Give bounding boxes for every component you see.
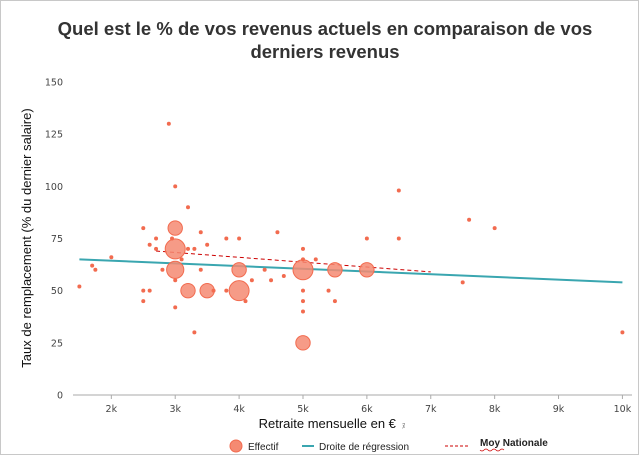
x-axis-label-suffix: ﾇ [402, 422, 406, 430]
x-tick-label: 6k [361, 404, 373, 415]
data-point [160, 267, 165, 272]
data-point [292, 259, 314, 281]
data-point [198, 230, 203, 235]
y-tick-label: 75 [51, 234, 63, 245]
data-point [359, 262, 375, 278]
legend-label-moy-nationale: Moy Nationale [480, 438, 548, 449]
chart-title-line1: Quel est le % de vos revenus actuels en … [58, 18, 593, 39]
y-tick-label: 100 [45, 182, 63, 193]
data-point [173, 305, 178, 310]
data-point [396, 188, 401, 193]
data-point [141, 226, 146, 231]
spellcheck-squiggle-icon [479, 448, 505, 452]
data-point [192, 246, 197, 251]
data-point [166, 121, 171, 126]
data-point [313, 257, 318, 262]
data-point [300, 299, 305, 304]
x-axis-ticks: 2k 3k 4k 5k 6k 7k 8k 9k 10k [106, 395, 632, 415]
x-tick-label: 7k [425, 404, 437, 415]
data-points [77, 121, 625, 351]
data-point [166, 260, 185, 279]
data-point [147, 242, 152, 247]
data-point [224, 236, 229, 241]
x-axis-label: Retraite mensuelle en € ﾇ [259, 416, 406, 431]
data-point [243, 299, 248, 304]
y-tick-label: 0 [57, 391, 63, 402]
x-tick-label: 8k [489, 404, 501, 415]
data-point [170, 236, 175, 241]
legend-label-effectif: Effectif [248, 442, 279, 453]
x-tick-label: 5k [297, 404, 309, 415]
y-axis-label: Taux de remplacement (% du dernier salai… [19, 108, 34, 367]
data-point [396, 236, 401, 241]
data-point [147, 288, 152, 293]
data-point [364, 236, 369, 241]
data-point [141, 299, 146, 304]
y-tick-label: 50 [51, 286, 63, 297]
data-point [237, 236, 242, 241]
data-point [332, 299, 337, 304]
data-point [180, 282, 196, 299]
data-point [77, 284, 82, 289]
data-point [173, 278, 178, 283]
data-point [326, 288, 331, 293]
data-point [109, 255, 114, 260]
data-point [173, 184, 178, 189]
legend-bubble-icon [229, 439, 243, 453]
data-point [492, 226, 497, 231]
x-tick-label: 2k [106, 404, 118, 415]
x-tick-label: 9k [553, 404, 565, 415]
data-point [211, 288, 216, 293]
x-tick-label: 4k [233, 404, 245, 415]
chart-title-line2: derniers revenus [250, 41, 399, 62]
data-point [275, 230, 280, 235]
data-point [185, 246, 190, 251]
data-point [620, 330, 625, 335]
legend-label-regression: Droite de régression [319, 442, 409, 453]
data-point [90, 263, 95, 268]
data-point [167, 220, 183, 236]
data-point [192, 330, 197, 335]
data-point [93, 267, 98, 272]
data-point [185, 205, 190, 210]
data-point [224, 288, 229, 293]
data-point [262, 267, 267, 272]
data-point [154, 246, 159, 251]
data-point [154, 236, 159, 241]
data-point [269, 278, 274, 283]
y-tick-label: 25 [51, 338, 63, 349]
legend: Effectif Droite de régression Moy Nation… [229, 438, 548, 453]
data-point [300, 257, 305, 262]
y-axis-ticks: 0 25 50 75 100 125 150 [45, 78, 63, 402]
data-point [467, 217, 472, 222]
data-point [300, 309, 305, 314]
data-point [231, 262, 247, 278]
data-point [164, 238, 186, 260]
data-point [179, 257, 184, 262]
data-point [205, 242, 210, 247]
data-point [300, 288, 305, 293]
data-point [228, 280, 250, 302]
data-point [300, 246, 305, 251]
x-axis-label-text: Retraite mensuelle en € [259, 416, 397, 431]
data-point [460, 280, 465, 285]
data-point [249, 278, 254, 283]
data-point [327, 262, 343, 278]
data-point [198, 267, 203, 272]
x-tick-label: 10k [614, 404, 632, 415]
data-point [281, 274, 286, 279]
x-tick-label: 3k [169, 404, 181, 415]
y-tick-label: 150 [45, 78, 63, 89]
data-point [295, 335, 311, 351]
moy-nationale-line [156, 250, 431, 273]
data-point [141, 288, 146, 293]
y-tick-label: 125 [45, 130, 63, 141]
